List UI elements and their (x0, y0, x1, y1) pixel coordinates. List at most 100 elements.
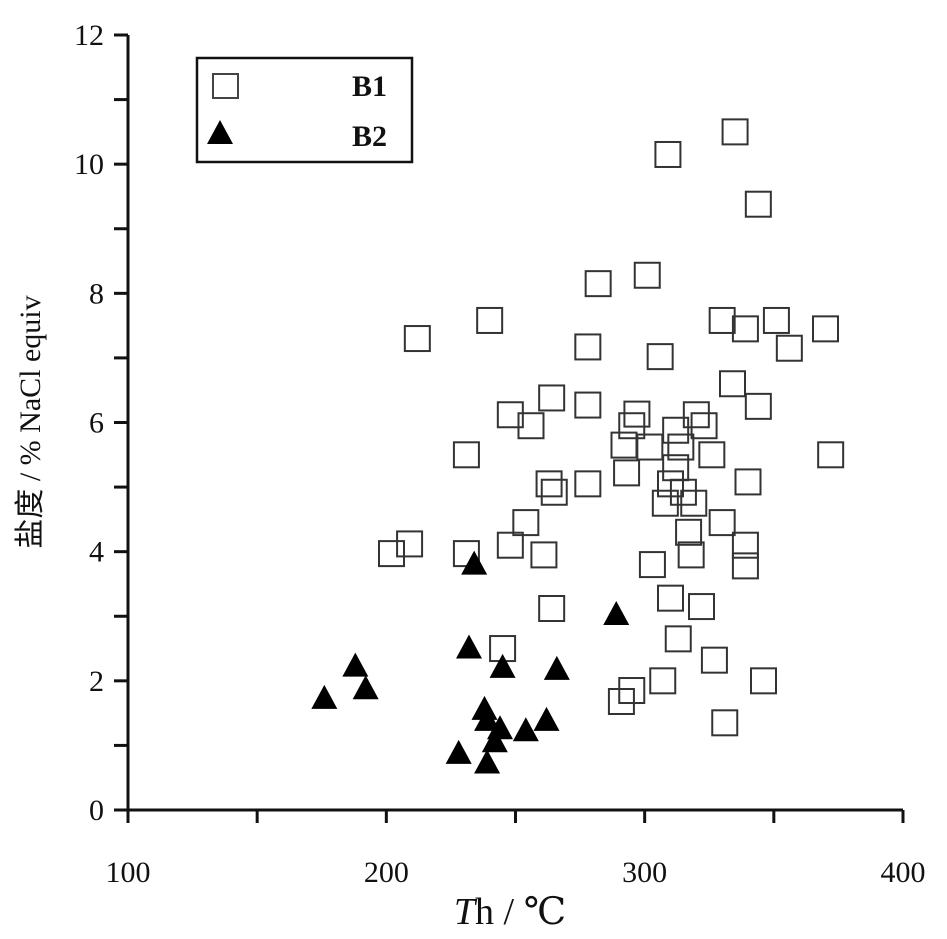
b1-point (731, 315, 759, 343)
y-tick-label: 10 (74, 148, 104, 181)
b1-point (496, 531, 524, 559)
b1-point (535, 470, 563, 498)
b2-point (481, 728, 508, 753)
series-b1-points (378, 118, 845, 737)
b1-point (613, 459, 641, 487)
b1-point (669, 478, 697, 506)
b1-point (607, 688, 635, 715)
b2-point (445, 739, 472, 764)
b2-point (352, 675, 379, 700)
x-axis-label: Th / ℃ (454, 891, 566, 933)
b1-point (633, 261, 661, 289)
b1-point (378, 540, 405, 568)
b2-point (471, 695, 498, 720)
legend-label-b1: B1 (352, 70, 387, 103)
x-tick-label: 100 (106, 856, 151, 889)
b1-point (711, 709, 739, 737)
x-axis-ticks: 100 200 300 400 (106, 810, 926, 889)
b1-point (817, 441, 845, 469)
y-axis-ticks: 0 2 4 6 8 10 12 (74, 19, 128, 827)
x-tick-label: 400 (881, 856, 926, 889)
b1-point (646, 343, 674, 371)
x-tick-label: 200 (364, 856, 409, 889)
b2-point (474, 749, 501, 774)
b2-point (456, 634, 482, 659)
b1-point (690, 412, 718, 440)
y-axis-label: 盐度 / % NaCl equiv (14, 295, 47, 548)
b1-point (540, 478, 568, 506)
b1-point (452, 441, 480, 469)
b1-point (662, 416, 690, 444)
b1-point (688, 593, 715, 621)
b2-point (311, 684, 338, 709)
b2-point (461, 550, 488, 575)
b1-point (403, 325, 431, 353)
legend-label-b2: B2 (352, 120, 387, 153)
legend: B1 B2 (195, 56, 414, 164)
b1-point (654, 140, 682, 168)
b1-point (517, 412, 545, 440)
b1-point (750, 667, 777, 695)
axes: 100 200 300 400 0 2 4 6 8 10 12 (74, 19, 926, 889)
b1-point (762, 306, 790, 334)
b1-point (574, 333, 602, 361)
b1-point (682, 401, 710, 429)
b1-point (744, 190, 772, 218)
y-tick-label: 12 (74, 19, 104, 52)
x-axis-label-italic: T (454, 891, 478, 933)
b1-point (675, 518, 703, 546)
y-tick-label: 0 (89, 794, 104, 827)
b1-point (574, 470, 602, 498)
b1-point (618, 412, 646, 440)
b1-point (584, 270, 612, 298)
b2-point (489, 653, 516, 678)
y-tick-label: 4 (89, 536, 104, 569)
b1-point (734, 468, 762, 496)
b1-point (657, 584, 684, 612)
b1-point (636, 433, 664, 461)
b1-point (677, 541, 705, 569)
legend-box (195, 56, 414, 164)
b1-point (698, 441, 726, 469)
b1-point (512, 509, 540, 537)
series-b2-points (311, 550, 630, 774)
b1-point (610, 431, 638, 459)
b1-point (651, 489, 679, 517)
b2-point (603, 600, 630, 625)
b1-point (476, 306, 504, 334)
b2-point (543, 655, 570, 680)
b1-point (638, 551, 666, 579)
b1-point (719, 370, 746, 398)
b1-point (664, 625, 692, 653)
legend-marker-b2 (207, 120, 233, 144)
b1-point (496, 401, 524, 429)
b1-point (744, 392, 772, 420)
b1-point (649, 667, 677, 695)
b2-point (474, 706, 501, 731)
b1-point (731, 552, 759, 580)
legend-marker-b1 (212, 73, 239, 99)
b1-point (618, 677, 646, 705)
y-tick-label: 2 (89, 665, 104, 698)
b1-point (731, 531, 759, 559)
x-tick-label: 300 (622, 856, 667, 889)
x-axis-label-rest: h / ℃ (475, 891, 566, 933)
b1-point (538, 384, 566, 412)
b1-point (721, 118, 749, 146)
b1-point (708, 509, 736, 537)
b1-point (680, 489, 708, 517)
b1-point (708, 306, 736, 334)
b2-point (533, 706, 560, 731)
b1-point (530, 541, 558, 569)
b2-point (512, 717, 539, 742)
y-tick-label: 6 (89, 407, 104, 440)
y-tick-label: 8 (89, 277, 104, 310)
b1-point (538, 595, 566, 622)
b1-point (775, 334, 803, 362)
b1-point (396, 530, 424, 558)
b1-point (812, 315, 839, 343)
b1-point (574, 391, 602, 419)
b2-point (342, 652, 369, 677)
b1-point (700, 646, 728, 674)
